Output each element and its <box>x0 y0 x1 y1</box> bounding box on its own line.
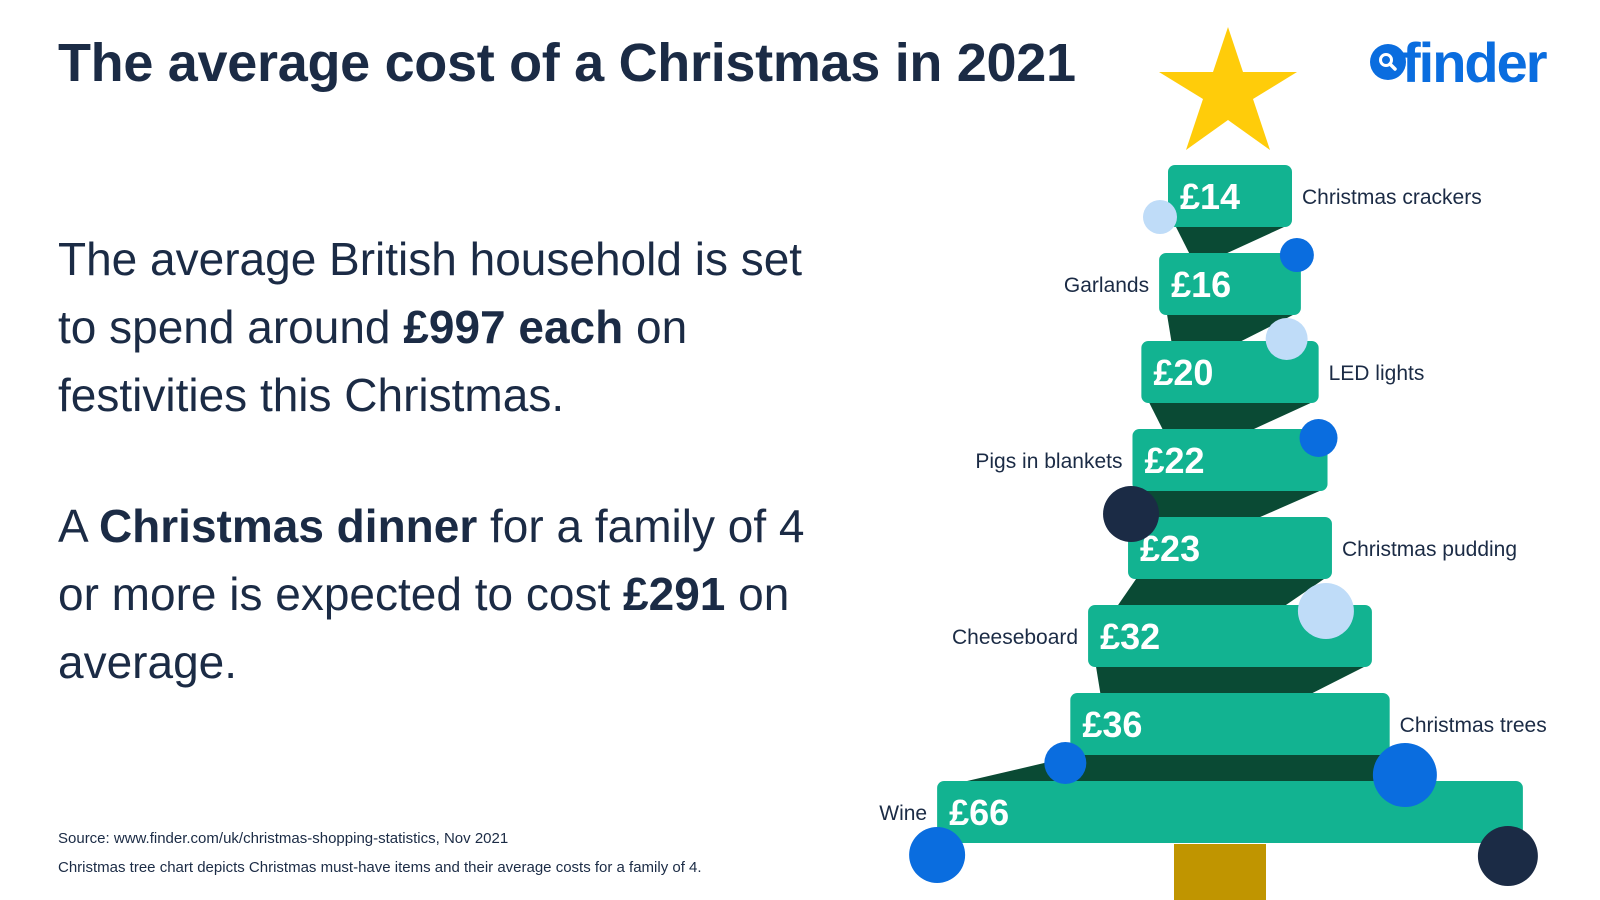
tree-connector <box>1096 667 1364 693</box>
highlight-amount: £997 each <box>403 301 624 353</box>
tree-connector <box>967 755 1400 781</box>
tree-bar <box>1132 429 1328 491</box>
ornament-bauble <box>1299 419 1338 457</box>
text-part: on average. <box>58 568 790 688</box>
category-label: Wine <box>879 802 927 825</box>
source-text: Source: www.finder.com/uk/christmas-shop… <box>58 830 509 847</box>
text-part: The average British household is set to … <box>58 233 803 353</box>
logo-text: finder <box>1402 31 1548 94</box>
bar-value-label: £16 <box>1171 264 1231 305</box>
dinner-cost-text: A Christmas dinner for a family of 4 or … <box>58 492 818 696</box>
category-label: Christmas pudding <box>1342 538 1517 561</box>
text-part: A <box>58 500 99 552</box>
text-part: for a family of 4 or more is expected to… <box>58 500 805 620</box>
highlight-amount: £291 <box>623 568 726 620</box>
tree-bar <box>1159 253 1301 315</box>
ornament-bauble <box>1279 238 1314 272</box>
tree-ornaments <box>909 200 1538 886</box>
category-label: LED lights <box>1329 362 1425 385</box>
category-label: Christmas crackers <box>1302 186 1482 209</box>
bar-value-label: £32 <box>1100 616 1160 657</box>
highlight-dinner: Christmas dinner <box>98 500 478 552</box>
bar-value-label: £66 <box>949 792 1009 833</box>
ornament-bauble <box>1103 486 1160 542</box>
category-label: Pigs in blankets <box>975 450 1122 473</box>
ornament-bauble <box>1143 200 1177 234</box>
tree-connector <box>1140 491 1320 517</box>
tree-bar <box>937 781 1523 843</box>
search-icon <box>1370 44 1406 80</box>
star-icon <box>1159 27 1297 150</box>
ornament-bauble <box>1297 583 1354 639</box>
tree-connector <box>1149 403 1311 429</box>
page-title: The average cost of a Christmas in 2021 <box>58 33 1076 93</box>
ornament-bauble <box>1265 318 1308 360</box>
bar-value-label: £23 <box>1140 528 1200 569</box>
finder-logo[interactable]: finder <box>1370 31 1565 94</box>
bar-value-label: £22 <box>1144 440 1204 481</box>
text-part: on festivities this Christmas. <box>58 301 688 421</box>
bar-value-label: £36 <box>1082 704 1142 745</box>
tree-connector <box>1176 227 1284 253</box>
tree-bar <box>1141 341 1319 403</box>
ornament-bauble <box>1372 743 1437 807</box>
ornament-bauble <box>1477 826 1538 886</box>
chart-note: Christmas tree chart depicts Christmas m… <box>58 859 702 876</box>
tree-bar <box>1168 165 1292 227</box>
tree-trunk <box>1174 844 1266 900</box>
tree-connector <box>1167 315 1293 341</box>
category-label: Garlands <box>1064 274 1149 297</box>
ornament-bauble <box>1044 742 1087 784</box>
household-spend-text: The average British household is set to … <box>58 225 818 429</box>
category-label: Cheeseboard <box>952 626 1078 649</box>
bar-value-label: £14 <box>1180 176 1240 217</box>
category-label: Christmas trees <box>1400 714 1547 737</box>
ornament-bauble <box>909 827 966 883</box>
tree-connector <box>1118 579 1324 605</box>
tree-bar <box>1128 517 1332 579</box>
tree-bar <box>1070 693 1390 755</box>
tree-bars: £14 Christmas crackers £16 Garlands £20 LED l… <box>879 165 1547 843</box>
bar-value-label: £20 <box>1153 352 1213 393</box>
